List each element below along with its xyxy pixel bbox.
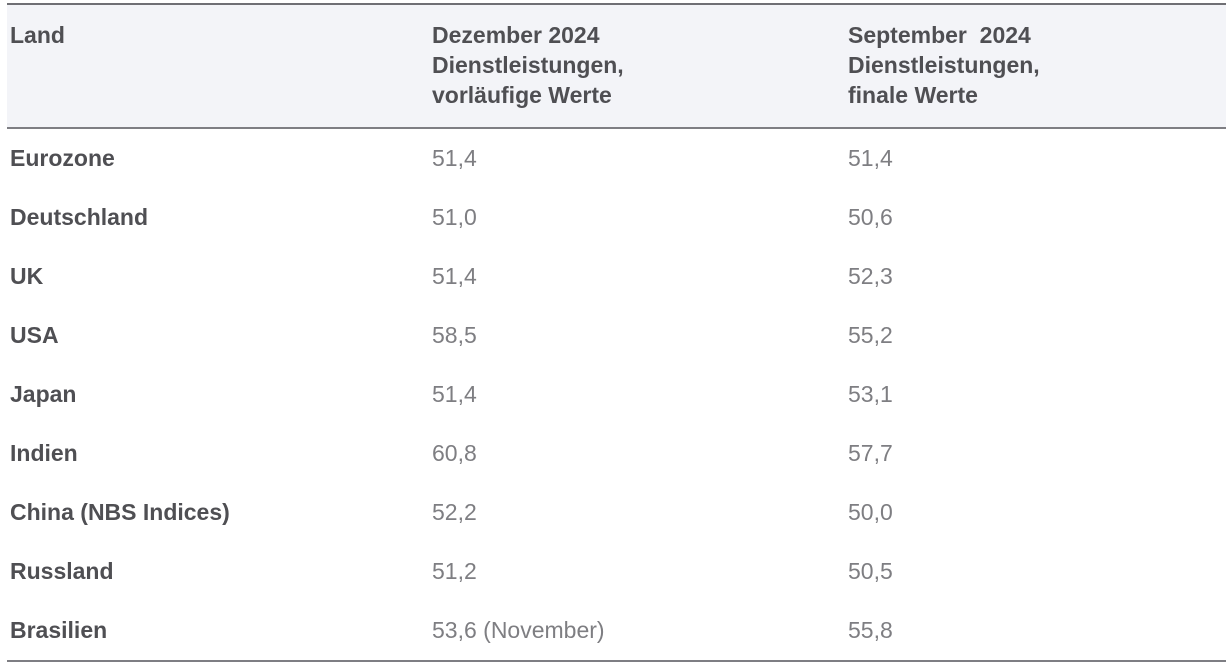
dezember-value-cell: 51,4	[432, 145, 477, 171]
table-header-row: Land Dezember 2024 Dienstleistungen, vor…	[7, 3, 1226, 129]
september-value-cell: 50,0	[848, 499, 893, 525]
country-cell: UK	[10, 263, 44, 289]
september-value-cell: 55,8	[848, 617, 893, 643]
column-header-september-2024: September 2024 Dienstleistungen, finale …	[848, 22, 1040, 108]
dezember-value-cell: 58,5	[432, 322, 477, 348]
dezember-value-cell: 51,0	[432, 204, 477, 230]
country-cell: China (NBS Indices)	[10, 499, 230, 525]
september-value-cell: 50,6	[848, 204, 893, 230]
table-row-brasilien: Brasilien 53,6 (November) 55,8	[7, 601, 1226, 660]
dezember-value-cell: 60,8	[432, 440, 477, 466]
country-cell: USA	[10, 322, 59, 348]
table-row-deutschland: Deutschland 51,0 50,6	[7, 188, 1226, 247]
september-value-cell: 52,3	[848, 263, 893, 289]
table-row-russland: Russland 51,2 50,5	[7, 542, 1226, 601]
september-value-cell: 57,7	[848, 440, 893, 466]
table-row-usa: USA 58,5 55,2	[7, 306, 1226, 365]
column-header-dezember-2024: Dezember 2024 Dienstleistungen, vorläufi…	[432, 22, 624, 108]
country-cell: Indien	[10, 440, 78, 466]
dezember-value-cell: 51,4	[432, 263, 477, 289]
country-cell: Russland	[10, 558, 114, 584]
dezember-value-cell: 53,6 (November)	[432, 617, 605, 643]
country-cell: Japan	[10, 381, 77, 407]
september-value-cell: 51,4	[848, 145, 893, 171]
dezember-value-cell: 51,2	[432, 558, 477, 584]
september-value-cell: 53,1	[848, 381, 893, 407]
september-value-cell: 55,2	[848, 322, 893, 348]
dezember-value-cell: 52,2	[432, 499, 477, 525]
country-cell: Brasilien	[10, 617, 108, 643]
table-row-eurozone: Eurozone 51,4 51,4	[7, 129, 1226, 188]
pmi-services-table: Land Dezember 2024 Dienstleistungen, vor…	[7, 3, 1226, 662]
dezember-value-cell: 51,4	[432, 381, 477, 407]
table-body: Eurozone 51,4 51,4 Deutschland 51,0 50,6…	[7, 129, 1226, 662]
table-row-japan: Japan 51,4 53,1	[7, 365, 1226, 424]
country-cell: Eurozone	[10, 145, 115, 171]
table-row-uk: UK 51,4 52,3	[7, 247, 1226, 306]
column-header-land: Land	[10, 22, 65, 48]
september-value-cell: 50,5	[848, 558, 893, 584]
table-row-china: China (NBS Indices) 52,2 50,0	[7, 483, 1226, 542]
country-cell: Deutschland	[10, 204, 149, 230]
table-row-indien: Indien 60,8 57,7	[7, 424, 1226, 483]
